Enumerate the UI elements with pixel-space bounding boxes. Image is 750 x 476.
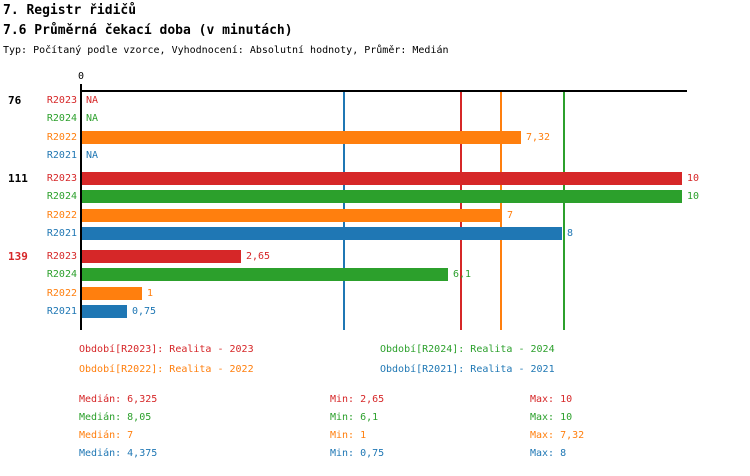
row-label-r2024-group-76: R2024	[46, 113, 77, 124]
row-label-r2023-group-139: R2023	[46, 251, 77, 262]
legend-item-r2022: Období[R2022]: Realita - 2022	[79, 364, 254, 375]
row-label-r2022-group-139: R2022	[46, 288, 77, 299]
bar-value-r2021-group-111: 8	[567, 228, 574, 239]
row-label-r2024-group-111: R2024	[46, 191, 77, 202]
na-label-r2024-group-76: NA	[86, 113, 99, 124]
stat-min-r2023: Min: 2,65	[330, 394, 385, 405]
stat-min-r2022: Min: 1	[330, 430, 367, 441]
group-label-111: 111	[8, 172, 28, 185]
legend-item-r2024: Období[R2024]: Realita - 2024	[380, 344, 555, 355]
bar-r2022-group-111	[82, 209, 502, 222]
stat-median-r2024: Medián: 8,05	[79, 412, 152, 423]
bar-value-r2023-group-111: 10	[687, 173, 700, 184]
row-label-r2022-group-76: R2022	[46, 132, 77, 143]
legend-item-r2021: Období[R2021]: Realita - 2021	[380, 364, 555, 375]
bar-value-r2022-group-111: 7	[507, 210, 514, 221]
bar-r2022-group-139	[82, 287, 142, 300]
row-label-r2023-group-76: R2023	[46, 95, 77, 106]
bar-value-r2021-group-139: 0,75	[132, 306, 157, 317]
bar-chart-area: 76 R2023 NA R2024 NA R2022 7,32 R2021 NA 111 R2023…	[8, 84, 700, 330]
bar-value-r2024-group-139: 6,1	[453, 269, 472, 280]
bar-value-r2022-group-76: 7,32	[526, 132, 551, 143]
na-label-r2023-group-76: NA	[86, 95, 99, 106]
bar-r2023-group-139	[82, 250, 241, 263]
row-label-r2024-group-139: R2024	[46, 269, 77, 280]
row-label-r2021-group-76: R2021	[46, 150, 77, 161]
row-label-r2022-group-111: R2022	[46, 210, 77, 221]
na-label-r2021-group-76: NA	[86, 150, 99, 161]
stat-min-r2021: Min: 0,75	[330, 448, 385, 459]
bar-value-r2024-group-111: 10	[687, 191, 700, 202]
stat-max-r2023: Max: 10	[530, 394, 573, 405]
stat-max-r2022: Max: 7,32	[530, 430, 585, 441]
stat-max-r2024: Max: 10	[530, 412, 573, 423]
group-label-76: 76	[8, 94, 22, 107]
median-line-r2024	[563, 92, 565, 330]
stat-min-r2024: Min: 6,1	[330, 412, 379, 423]
row-label-r2023-group-111: R2023	[46, 173, 77, 184]
bar-r2022-group-76	[82, 131, 521, 144]
bar-r2021-group-111	[82, 227, 562, 240]
stat-max-r2021: Max: 8	[530, 448, 567, 459]
bar-value-r2022-group-139: 1	[147, 288, 154, 299]
stat-median-r2023: Medián: 6,325	[79, 394, 158, 405]
bar-r2024-group-139	[82, 268, 448, 281]
bar-value-r2023-group-139: 2,65	[246, 251, 271, 262]
stat-median-r2021: Medián: 4,375	[79, 448, 158, 459]
bar-r2024-group-111	[82, 190, 682, 203]
chart-meta-line: Typ: Počítaný podle vzorce, Vyhodnocení:…	[3, 45, 449, 56]
row-label-r2021-group-111: R2021	[46, 228, 77, 239]
report-title: 7. Registr řidičů	[3, 3, 137, 18]
row-label-r2021-group-139: R2021	[46, 306, 77, 317]
bar-r2021-group-139	[82, 305, 127, 318]
chart-top-axis-line	[80, 90, 687, 92]
group-label-139: 139	[8, 250, 28, 263]
stat-median-r2022: Medián: 7	[79, 430, 134, 441]
axis-zero-tick-label: 0	[77, 71, 85, 82]
legend-item-r2023: Období[R2023]: Realita - 2023	[79, 344, 254, 355]
chart-subtitle: 7.6 Průměrná čekací doba (v minutách)	[3, 23, 293, 38]
chart-zero-axis-line	[80, 84, 82, 330]
bar-r2023-group-111	[82, 172, 682, 185]
